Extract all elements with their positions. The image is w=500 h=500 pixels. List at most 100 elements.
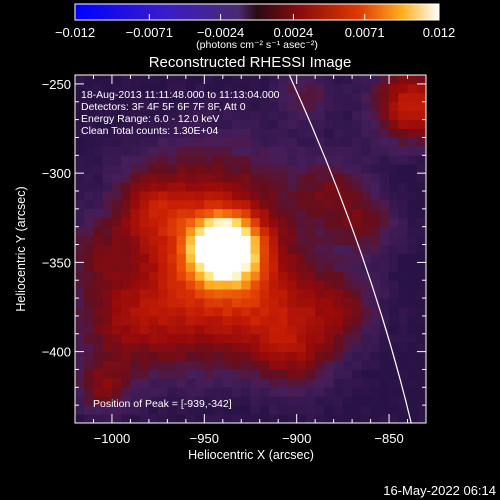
- heatmap-cell: [416, 235, 426, 245]
- heatmap-cell: [167, 289, 178, 299]
- heatmap-cell: [407, 387, 418, 397]
- heatmap-cell: [241, 101, 251, 112]
- heatmap-cell: [222, 226, 233, 237]
- heatmap-cell: [204, 75, 214, 85]
- heatmap-cell: [185, 414, 196, 423]
- heatmap-cell: [352, 119, 362, 129]
- heatmap-cell: [416, 119, 426, 129]
- heatmap-cell: [185, 137, 196, 147]
- heatmap-cell: [130, 146, 141, 156]
- heatmap-cell: [93, 405, 104, 415]
- heatmap-cell: [407, 289, 418, 299]
- heatmap-cell: [398, 414, 408, 423]
- heatmap-cell: [278, 298, 288, 308]
- heatmap-cell: [342, 173, 353, 183]
- heatmap-cell: [342, 324, 353, 335]
- heatmap-cell: [416, 351, 426, 361]
- heatmap-cell: [352, 83, 362, 94]
- heatmap-cell: [315, 208, 325, 219]
- heatmap-cell: [148, 387, 159, 397]
- heatmap-cell: [370, 182, 381, 192]
- heatmap-cell: [370, 101, 381, 112]
- heatmap-cell: [167, 262, 178, 272]
- heatmap-cell: [195, 253, 205, 263]
- heatmap-cell: [361, 146, 371, 156]
- heatmap-cell: [195, 119, 205, 129]
- heatmap-cell: [389, 271, 399, 281]
- heatmap-cell: [296, 199, 307, 210]
- heatmap-cell: [84, 396, 94, 406]
- heatmap-cell: [139, 298, 150, 308]
- heatmap-cell: [398, 253, 408, 263]
- heatmap-cell: [315, 191, 325, 201]
- heatmap-cell: [259, 119, 270, 129]
- heatmap-cell: [361, 244, 371, 254]
- heatmap-cell: [167, 360, 178, 370]
- heatmap-cell: [287, 244, 298, 254]
- heatmap-cell: [250, 324, 261, 335]
- heatmap-cell: [268, 289, 279, 299]
- heatmap-cell: [84, 182, 94, 192]
- heatmap-cell: [342, 244, 353, 254]
- heatmap-cell: [398, 83, 408, 94]
- heatmap-cell: [416, 191, 426, 201]
- heatmap-cell: [389, 315, 399, 326]
- heatmap-cell: [222, 378, 233, 388]
- heatmap-cell: [185, 146, 196, 156]
- heatmap-cell: [232, 146, 242, 156]
- heatmap-cell: [268, 119, 279, 129]
- heatmap-cell: [361, 182, 371, 192]
- heatmap-cell: [352, 155, 362, 165]
- heatmap-cell: [232, 324, 242, 335]
- heatmap-cell: [305, 235, 316, 245]
- heatmap-cell: [259, 280, 270, 290]
- heatmap-cell: [102, 128, 113, 138]
- heatmap-cell: [148, 289, 159, 299]
- heatmap-cell: [361, 119, 371, 129]
- heatmap-cell: [111, 262, 122, 272]
- heatmap-cell: [379, 182, 390, 192]
- heatmap-cell: [185, 208, 196, 219]
- heatmap-cell: [379, 253, 390, 263]
- heatmap-cell: [185, 182, 196, 192]
- heatmap-cell: [93, 110, 104, 121]
- heatmap-cell: [84, 298, 94, 308]
- heatmap-cell: [379, 137, 390, 147]
- heatmap-cell: [342, 315, 353, 326]
- heatmap-cell: [148, 342, 159, 353]
- heatmap-cell: [176, 173, 187, 183]
- heatmap-cell: [315, 307, 325, 317]
- heatmap-cell: [379, 333, 390, 344]
- heatmap-cell: [176, 342, 187, 353]
- heatmap-cell: [333, 333, 344, 344]
- heatmap-cell: [158, 307, 168, 317]
- heatmap-cell: [333, 280, 344, 290]
- heatmap-cell: [315, 333, 325, 344]
- heatmap-cell: [121, 244, 131, 254]
- heatmap-cell: [416, 378, 426, 388]
- heatmap-cell: [287, 119, 298, 129]
- heatmap-cell: [185, 75, 196, 85]
- heatmap-cell: [213, 396, 224, 406]
- heatmap-cell: [84, 378, 94, 388]
- colorbar: −0.012 −0.0071 −0.0024 0.0024 0.0071 0.012 (p…: [55, 3, 455, 51]
- heatmap-cell: [204, 217, 214, 228]
- heatmap-cell: [352, 351, 362, 361]
- heatmap-cell: [305, 217, 316, 228]
- heatmap-cell: [195, 146, 205, 156]
- heatmap-cell: [398, 333, 408, 344]
- heatmap-cell: [250, 289, 261, 299]
- heatmap-cell: [111, 315, 122, 326]
- colorbar-tick-label: −0.012: [55, 25, 95, 40]
- heatmap-cell: [176, 298, 187, 308]
- heatmap-cell: [130, 324, 141, 335]
- heatmap-cell: [379, 101, 390, 112]
- heatmap-cell: [84, 199, 94, 210]
- heatmap-cell: [158, 164, 168, 174]
- heatmap-cell: [232, 155, 242, 165]
- heatmap-cell: [324, 360, 335, 370]
- heatmap-cell: [250, 414, 261, 423]
- heatmap-cell: [315, 351, 325, 361]
- heatmap-cell: [370, 137, 381, 147]
- heatmap-cell: [287, 396, 298, 406]
